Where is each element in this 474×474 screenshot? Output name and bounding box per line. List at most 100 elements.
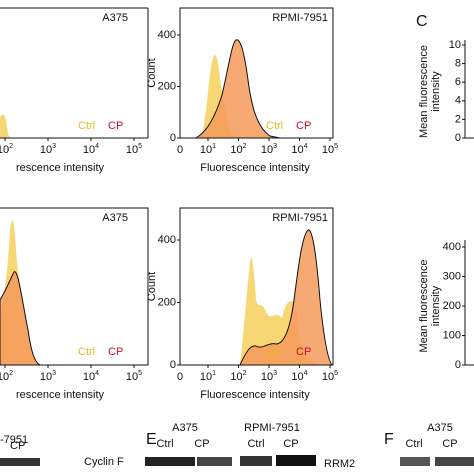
lane-label: CP: [194, 438, 209, 450]
tick-exponent: 3: [52, 143, 56, 150]
x-zero-label: 0: [177, 371, 183, 383]
blot-band: [0, 458, 40, 466]
lane-label: Ctrl: [247, 438, 264, 450]
y-axis-label: intensity: [430, 285, 442, 326]
tick-exponent: 5: [334, 370, 338, 377]
tick-exponent: 4: [95, 370, 99, 377]
tick-base: 10: [230, 371, 242, 383]
x-tick-label: 104: [291, 143, 307, 156]
x-tick-label: 102: [0, 143, 13, 156]
blot-band: [435, 457, 474, 466]
tick-exponent: 2: [243, 370, 247, 377]
x-tick-label: 103: [261, 143, 277, 156]
tick-base: 10: [40, 144, 52, 156]
lane-label: CP: [10, 440, 25, 452]
tick-base: 10: [230, 144, 242, 156]
tick-base: 10: [126, 371, 138, 383]
cell-line: RPMI-7951: [272, 12, 328, 24]
y-tick-label: 0: [170, 359, 176, 371]
tick-exponent: 5: [138, 370, 142, 377]
blot-band: [276, 455, 316, 466]
cell-line: A375: [102, 212, 128, 224]
lane-label: CP: [283, 438, 298, 450]
cp-histogram: [194, 39, 281, 139]
x-tick-label: 102: [0, 370, 13, 383]
protein-label: RRM2: [324, 458, 355, 470]
tick-exponent: 2: [9, 143, 13, 150]
x-tick-label: 104: [291, 370, 307, 383]
cp-histogram: [239, 229, 334, 366]
legend-ctrl: Ctrl: [78, 346, 95, 358]
tick-base: 10: [261, 144, 273, 156]
tick-base: 10: [0, 144, 9, 156]
legend-cp: CP: [296, 346, 311, 358]
tick-exponent: 4: [95, 143, 99, 150]
y-tick-label: 200: [158, 296, 176, 308]
x-tick-label: 104: [83, 143, 99, 156]
tick-base: 10: [291, 371, 303, 383]
x-tick-label: 105: [126, 143, 142, 156]
legend-ctrl: Ctrl: [266, 346, 283, 358]
y-tick-label: 4: [455, 95, 461, 107]
legend-ctrl: Ctrl: [266, 120, 283, 132]
blot-band: [197, 457, 232, 466]
x-tick-label: 105: [126, 370, 142, 383]
blot-band: [145, 457, 195, 466]
tick-exponent: 1: [212, 370, 216, 377]
legend-cp: CP: [108, 346, 123, 358]
legend-cp: CP: [296, 120, 311, 132]
ctrl-histogram: [200, 55, 240, 138]
tick-base: 10: [322, 144, 334, 156]
plot-frame: [0, 207, 149, 366]
y-tick-label: 2: [455, 113, 461, 125]
tick-base: 10: [83, 371, 95, 383]
x-tick-label: 101: [200, 143, 216, 156]
tick-exponent: 2: [243, 143, 247, 150]
y-axis-label: Mean fluorescence: [418, 45, 430, 138]
tick-base: 10: [261, 371, 273, 383]
tick-base: 10: [126, 144, 138, 156]
x-axis-label: rescence intensity: [16, 162, 105, 174]
y-tick-label: 0: [455, 132, 461, 144]
x-tick-label: 101: [200, 370, 216, 383]
x-tick-label: 103: [261, 370, 277, 383]
y-tick-label: 0: [170, 132, 176, 144]
tick-exponent: 1: [212, 143, 216, 150]
y-tick-label: 400: [158, 234, 176, 246]
tick-exponent: 5: [138, 143, 142, 150]
y-axis-label: Mean fluorescence: [418, 260, 430, 353]
tick-base: 10: [200, 371, 212, 383]
cell-line: A375: [102, 12, 128, 24]
x-tick-label: 103: [40, 143, 56, 156]
x-axis-label: Fluorescence intensity: [200, 162, 310, 174]
cp-histogram: [0, 271, 41, 366]
x-zero-label: 0: [177, 144, 183, 156]
y-tick-label: 8: [455, 58, 461, 70]
x-axis-label: rescence intensity: [16, 389, 105, 401]
tick-exponent: 3: [52, 370, 56, 377]
x-tick-label: 102: [230, 370, 246, 383]
y-tick-label: 200: [443, 300, 461, 312]
lane-label: CP: [442, 438, 457, 450]
legend-ctrl: Ctrl: [78, 120, 95, 132]
group-label: A375: [172, 422, 198, 434]
x-tick-label: 104: [83, 370, 99, 383]
tick-exponent: 3: [273, 143, 277, 150]
tick-exponent: 4: [304, 370, 308, 377]
panel-letter: E: [146, 431, 157, 448]
y-axis-label: Count: [146, 58, 158, 87]
cell-line: RPMI-7951: [272, 212, 328, 224]
y-axis-label: intensity: [430, 71, 442, 112]
tick-exponent: 3: [273, 370, 277, 377]
panel-letter: F: [384, 431, 394, 448]
tick-exponent: 5: [334, 143, 338, 150]
tick-exponent: 4: [304, 143, 308, 150]
x-tick-label: 102: [230, 143, 246, 156]
group-label: A375: [427, 422, 453, 434]
legend-cp: CP: [108, 120, 123, 132]
y-tick-label: 100: [443, 329, 461, 341]
y-tick-label: 400: [158, 29, 176, 41]
x-tick-label: 103: [40, 370, 56, 383]
x-axis-label: Fluorescence intensity: [200, 389, 310, 401]
